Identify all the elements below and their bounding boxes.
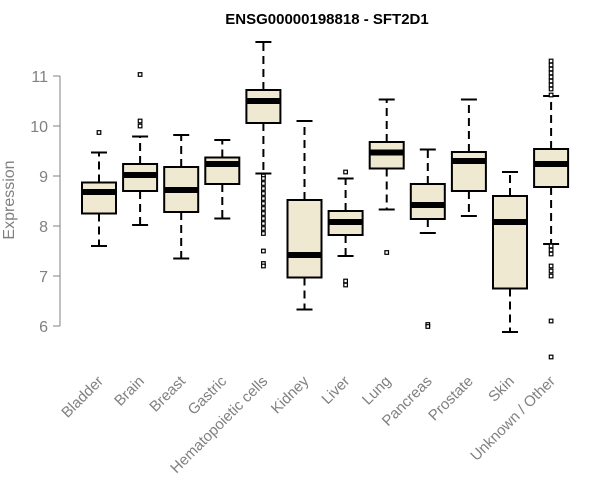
x-tick-label: Liver [318, 373, 353, 408]
outlier-point [261, 231, 266, 236]
box-prostate [450, 98, 487, 217]
y-tick-label: 6 [39, 319, 48, 336]
outlier-point [261, 201, 266, 206]
outlier-point [548, 273, 554, 279]
outlier-point [261, 263, 266, 269]
outlier-point [343, 169, 348, 175]
box-iqr [81, 181, 117, 215]
outlier-point [548, 78, 554, 84]
box-hematopoietic-cells [245, 41, 282, 269]
outlier-point [548, 58, 554, 64]
outlier-point [548, 263, 554, 269]
box-iqr [533, 148, 570, 188]
box-lung [368, 98, 405, 255]
x-tick-label: Brain [111, 373, 148, 410]
outlier-point [261, 176, 266, 181]
box-pancreas [409, 148, 446, 329]
outlier-point [343, 282, 348, 288]
box-skin [492, 171, 528, 333]
outlier-point [261, 216, 266, 221]
outlier-point [425, 324, 431, 329]
x-tick-label: Kidney [268, 372, 313, 417]
outlier-point [261, 226, 266, 231]
outlier-point [261, 181, 266, 186]
x-tick-label: Breast [146, 372, 189, 415]
outlier-point [548, 354, 554, 360]
x-tick-label: Skin [485, 373, 518, 406]
outlier-point [548, 268, 554, 274]
box-liver [327, 169, 364, 288]
y-tick-label: 11 [31, 69, 48, 86]
y-tick-label: 8 [39, 219, 48, 236]
y-tick-label: 9 [39, 169, 48, 186]
outlier-point [137, 72, 143, 77]
box-iqr [492, 195, 528, 290]
outlier-point [548, 70, 554, 76]
box-unknown-other [533, 58, 570, 360]
outlier-point [548, 318, 554, 324]
outlier-point [343, 278, 348, 284]
outlier-point [261, 186, 266, 191]
box-bladder [81, 130, 117, 247]
outlier-point [384, 250, 390, 255]
outlier-point [548, 74, 554, 80]
box-brain [122, 72, 159, 226]
boxes-layer [81, 41, 570, 360]
y-axis: 6 7 8 9 10 11 [30, 69, 61, 336]
outlier-point [261, 206, 266, 211]
y-tick-label: 10 [30, 119, 48, 136]
box-iqr [286, 199, 323, 279]
x-tick-label: Bladder [58, 373, 107, 422]
chart-title: ENSG00000198818 - SFT2D1 [225, 11, 428, 28]
outlier-point [137, 123, 143, 129]
outlier-point [548, 251, 554, 257]
outlier-point [261, 248, 266, 254]
outlier-point [548, 66, 554, 72]
outlier-point [548, 62, 554, 68]
outlier-point [548, 92, 554, 98]
box-kidney [286, 120, 323, 311]
outlier-point [548, 86, 554, 92]
outlier-point [548, 243, 554, 249]
outlier-point [137, 118, 143, 124]
box-gastric [204, 139, 241, 220]
x-tick-label: Lung [359, 373, 395, 409]
outlier-point [261, 211, 266, 216]
x-tick-label: Prostate [425, 373, 477, 425]
outlier-point [548, 247, 554, 253]
outlier-point [96, 130, 102, 135]
y-axis-label: Expression [1, 160, 18, 239]
y-tick-label: 7 [39, 269, 48, 286]
box-breast [163, 134, 200, 260]
outlier-point [548, 82, 554, 88]
outlier-point [261, 196, 266, 201]
outlier-point [261, 221, 266, 226]
outlier-point [261, 191, 266, 196]
box-iqr [245, 89, 282, 124]
box-iqr [450, 151, 487, 192]
box-iqr [409, 183, 446, 220]
